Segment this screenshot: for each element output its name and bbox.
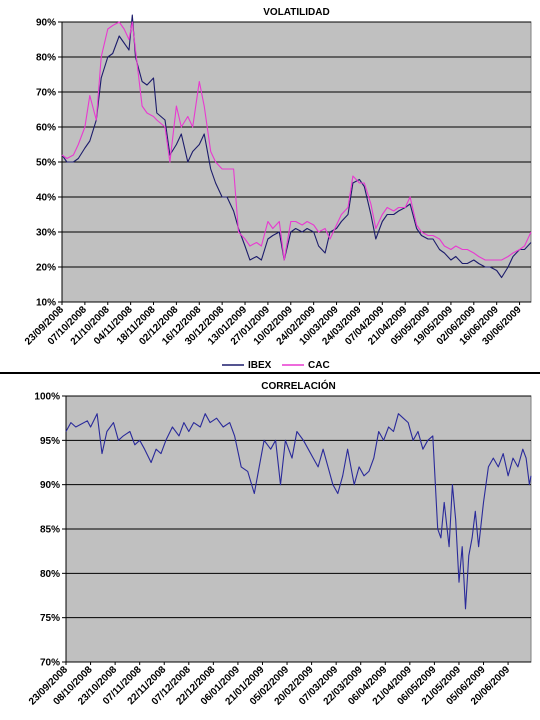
volatility-chart-panel: VOLATILIDAD 10% 20% 30% 40% 50% 60% 70% 80% 90% 23…	[0, 7, 540, 374]
y-tick-label: 20%	[36, 263, 56, 274]
y-tick-label: 85%	[40, 525, 60, 536]
series-line-correlation	[65, 413, 532, 610]
y-tick-label: 80%	[40, 569, 60, 580]
y-tick-label: 60%	[36, 123, 56, 134]
y-tick-label: 80%	[36, 53, 56, 64]
chart-title: VOLATILIDAD	[263, 7, 329, 18]
y-tick-label: 70%	[40, 658, 60, 669]
y-tick-label: 70%	[36, 88, 56, 99]
correlation-chart: CORRELACIÓN70%75%80%85%90%95%100%23/09/2…	[27, 379, 532, 708]
chart-title: CORRELACIÓN	[261, 379, 335, 392]
y-tick-label: 10%	[36, 298, 56, 309]
y-tick-label: 75%	[40, 613, 60, 624]
legend-label-ibex: IBEX	[248, 360, 272, 371]
y-tick-label: 95%	[40, 436, 60, 447]
series-line-cac	[61, 21, 532, 261]
y-tick-label: 90%	[40, 480, 60, 491]
y-tick-label: 40%	[36, 193, 56, 204]
y-tick-label: 100%	[34, 392, 60, 403]
volatility-chart: VOLATILIDAD10%20%30%40%50%60%70%80%90%23…	[23, 7, 532, 371]
y-tick-label: 90%	[36, 18, 56, 29]
y-tick-label: 30%	[36, 228, 56, 239]
y-tick-label: 50%	[36, 158, 56, 169]
correlation-chart-panel: CORRELACIÓN 70% 75% 80% 85% 90% 95% 100% 23/09/2…	[0, 374, 540, 720]
legend-label-cac: CAC	[308, 360, 330, 371]
